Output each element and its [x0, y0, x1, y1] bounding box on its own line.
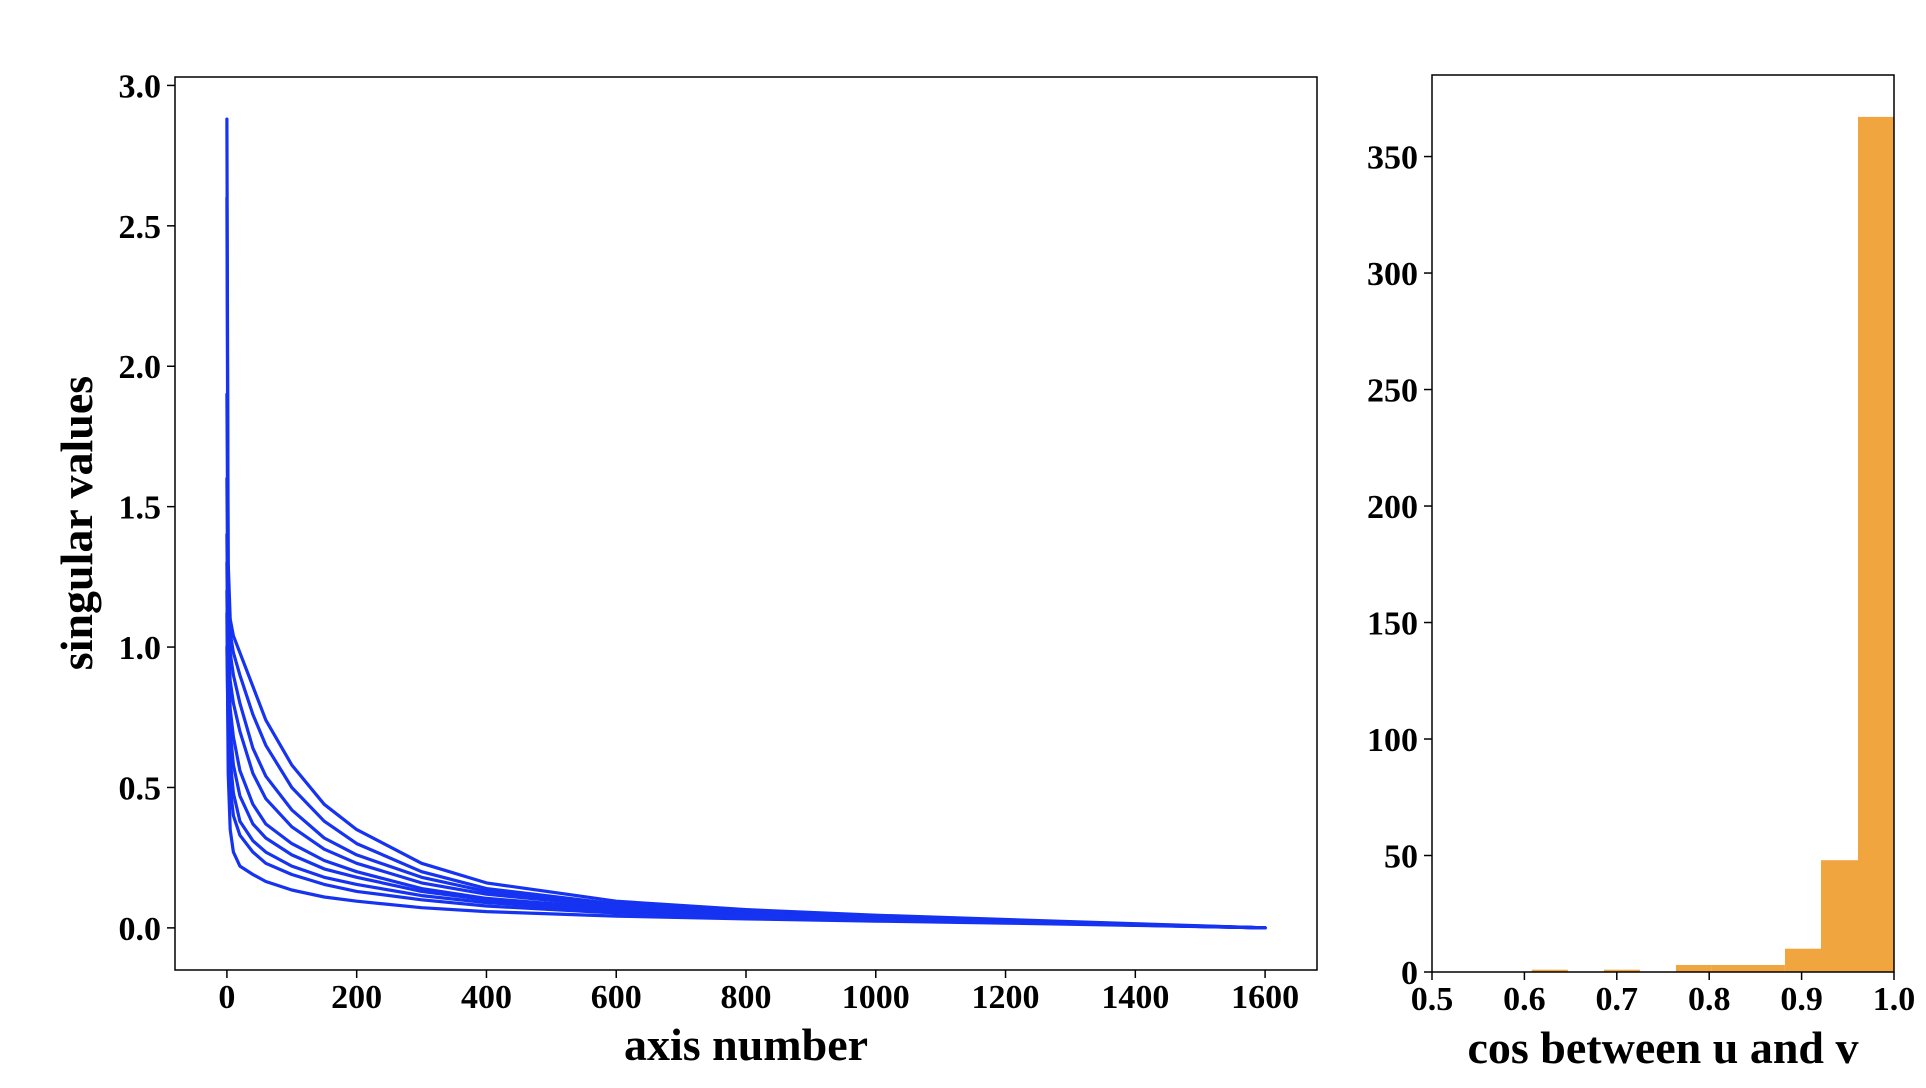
left-x-axis-label: axis number: [624, 1019, 868, 1070]
histogram-bar-5: [1748, 965, 1785, 972]
left-x-tick-label: 800: [721, 979, 772, 1016]
cosine-histogram-chart: 0.5 0.6 0.7 0.8 0.9 1.0 0 50 100 150 200 250 300 350…: [1367, 74, 1916, 1073]
singular-value-curve-2: [225, 196, 1267, 930]
right-x-tick-label: 1.0: [1873, 981, 1916, 1018]
right-x-tick-label: 0.9: [1780, 981, 1823, 1018]
histogram-bar-8: [1858, 116, 1894, 972]
right-y-tick-label: 100: [1367, 722, 1418, 759]
left-x-tick-label: 1200: [972, 979, 1040, 1016]
left-y-tick-label: 2.0: [119, 349, 162, 386]
right-plot-frame: [1431, 74, 1895, 973]
right-x-tick-label: 0.7: [1596, 981, 1639, 1018]
left-x-tick-label: 200: [331, 979, 382, 1016]
right-y-tick-label: 350: [1367, 140, 1418, 177]
left-y-tick-label: 0.5: [119, 770, 162, 807]
right-x-tick-label: 0.6: [1503, 981, 1546, 1018]
right-x-tick-label: 0.5: [1411, 981, 1454, 1018]
histogram-bars: [1531, 116, 1894, 972]
left-x-tick-label: 1000: [842, 979, 910, 1016]
singular-value-curve-5: [225, 533, 1267, 930]
singular-values-chart: 0 200 400 600 800 1000 1200 1400 1600 0.0 0.5 1.0 1…: [51, 68, 1318, 1070]
right-y-tick-label: 0: [1401, 955, 1418, 992]
left-x-ticks: 0 200 400 600 800 1000 1200 1400 1600: [218, 970, 1299, 1016]
histogram-bar-6: [1785, 948, 1821, 972]
left-x-tick-label: 1400: [1101, 979, 1169, 1016]
singular-value-curve-1: [225, 117, 1267, 930]
histogram-bar-4: [1712, 965, 1749, 972]
left-y-tick-label: 1.5: [119, 490, 162, 527]
right-y-tick-label: 150: [1367, 606, 1418, 643]
left-y-ticks: 0.0 0.5 1.0 1.5 2.0 2.5 3.0: [119, 68, 175, 948]
histogram-bar-1: [1531, 969, 1568, 972]
histogram-bar-7: [1821, 860, 1858, 972]
histogram-bar-3: [1675, 965, 1712, 972]
singular-value-curve-9: [225, 645, 1267, 930]
left-y-tick-label: 1.0: [119, 630, 162, 667]
singular-value-curve-8: [225, 611, 1267, 930]
right-y-tick-label: 200: [1367, 489, 1418, 526]
right-y-tick-label: 50: [1384, 839, 1418, 876]
left-y-tick-label: 0.0: [119, 911, 162, 948]
singular-value-curves: [225, 117, 1267, 930]
left-y-axis-label: singular values: [51, 376, 102, 670]
histogram-bar-2: [1603, 969, 1640, 972]
left-y-tick-label: 2.5: [119, 209, 162, 246]
left-x-tick-label: 400: [461, 979, 512, 1016]
right-x-tick-label: 0.8: [1688, 981, 1731, 1018]
left-y-tick-label: 3.0: [119, 68, 162, 105]
singular-value-curve-6: [225, 561, 1267, 930]
right-y-tick-label: 250: [1367, 373, 1418, 410]
singular-value-curve-3: [225, 392, 1267, 930]
right-y-tick-label: 300: [1367, 256, 1418, 293]
left-x-tick-label: 1600: [1231, 979, 1299, 1016]
left-x-tick-label: 0: [218, 979, 235, 1016]
left-x-tick-label: 600: [591, 979, 642, 1016]
right-x-ticks: 0.5 0.6 0.7 0.8 0.9 1.0: [1411, 972, 1916, 1018]
right-x-axis-label: cos between u and v: [1467, 1022, 1858, 1073]
right-y-ticks: 0 50 100 150 200 250 300 350: [1367, 140, 1432, 992]
singular-value-curve-4: [225, 477, 1267, 930]
